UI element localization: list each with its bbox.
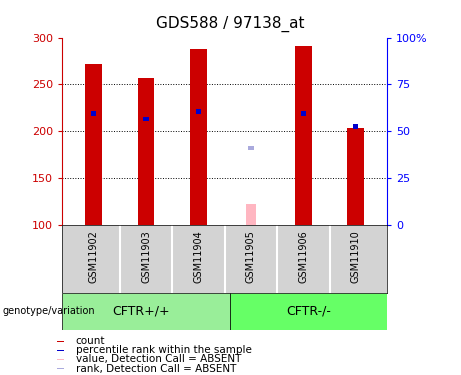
Bar xyxy=(85,64,102,225)
Bar xyxy=(57,350,65,351)
Bar xyxy=(57,340,65,342)
Text: percentile rank within the sample: percentile rank within the sample xyxy=(76,345,252,355)
Text: GSM11905: GSM11905 xyxy=(246,230,256,283)
Text: GDS588 / 97138_at: GDS588 / 97138_at xyxy=(156,16,305,33)
Text: GSM11910: GSM11910 xyxy=(351,230,361,283)
Bar xyxy=(57,359,65,360)
Text: CFTR+/+: CFTR+/+ xyxy=(112,305,170,318)
Bar xyxy=(57,368,65,369)
Text: count: count xyxy=(76,336,105,346)
Bar xyxy=(143,117,149,122)
Text: value, Detection Call = ABSENT: value, Detection Call = ABSENT xyxy=(76,354,241,364)
Bar xyxy=(190,49,207,225)
Text: rank, Detection Call = ABSENT: rank, Detection Call = ABSENT xyxy=(76,364,236,374)
Bar xyxy=(230,292,387,330)
Text: GSM11902: GSM11902 xyxy=(89,230,99,283)
Bar xyxy=(353,124,358,129)
Bar xyxy=(91,111,96,116)
Bar xyxy=(246,204,256,225)
Text: CFTR-/-: CFTR-/- xyxy=(286,305,331,318)
Bar xyxy=(348,129,364,225)
Bar xyxy=(301,111,306,116)
Text: GSM11906: GSM11906 xyxy=(298,230,308,283)
Text: GSM11903: GSM11903 xyxy=(141,230,151,283)
Text: GSM11904: GSM11904 xyxy=(194,230,203,283)
Text: genotype/variation: genotype/variation xyxy=(2,306,95,316)
Bar xyxy=(62,292,230,330)
Bar xyxy=(248,146,254,150)
Bar xyxy=(138,78,154,225)
Bar xyxy=(295,46,312,225)
Bar xyxy=(196,109,201,114)
